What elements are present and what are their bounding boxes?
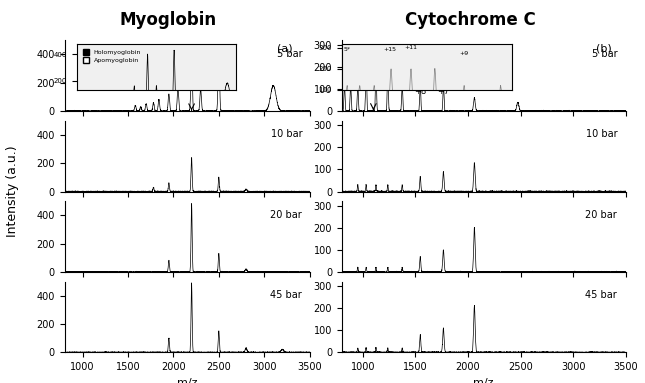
Text: 5 bar: 5 bar bbox=[277, 49, 303, 59]
Text: +6: +6 bbox=[468, 75, 481, 84]
Text: 20 bar: 20 bar bbox=[586, 210, 617, 219]
X-axis label: m/z: m/z bbox=[177, 378, 197, 383]
Text: Myoglobin: Myoglobin bbox=[119, 11, 216, 29]
Text: (b): (b) bbox=[596, 44, 611, 54]
Text: +7: +7 bbox=[437, 87, 450, 97]
Text: Cytochrome C: Cytochrome C bbox=[406, 11, 536, 29]
Text: Intensity (a.u.): Intensity (a.u.) bbox=[6, 146, 19, 237]
Text: 20 bar: 20 bar bbox=[270, 210, 303, 219]
X-axis label: m/z: m/z bbox=[473, 378, 494, 383]
Text: +8: +8 bbox=[414, 87, 426, 97]
Text: 5 bar: 5 bar bbox=[591, 49, 617, 59]
Text: 10 bar: 10 bar bbox=[271, 129, 303, 139]
Text: 45 bar: 45 bar bbox=[270, 290, 303, 300]
Text: (a): (a) bbox=[277, 44, 292, 54]
Text: 10 bar: 10 bar bbox=[586, 129, 617, 139]
Text: 45 bar: 45 bar bbox=[586, 290, 617, 300]
